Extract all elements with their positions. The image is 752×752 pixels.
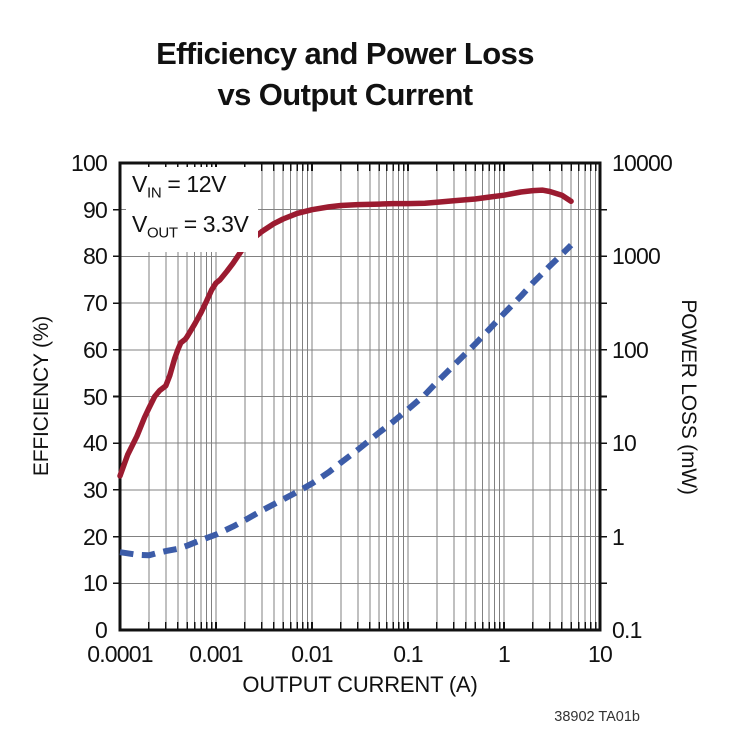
plot-frame xyxy=(118,161,602,632)
vout-condition: VOUT = 3.3V xyxy=(132,210,249,242)
y-right-axis-title: POWER LOSS (mW) xyxy=(677,299,700,495)
y-right-tick-label: 1000 xyxy=(612,243,661,270)
y-left-tick-label: 100 xyxy=(71,150,108,176)
y-left-tick-label: 80 xyxy=(83,243,108,270)
x-tick-label: 0.01 xyxy=(291,641,333,667)
x-tick-label: 0.001 xyxy=(189,641,243,667)
y-left-tick-label: 40 xyxy=(83,430,108,457)
chart-title-line2: vs Output Current xyxy=(217,77,473,112)
y-left-tick-label: 0 xyxy=(95,617,108,643)
power-loss-curve xyxy=(119,242,574,559)
y-left-tick-label: 70 xyxy=(83,290,108,317)
chart-title-line1: Efficiency and Power Loss xyxy=(156,36,534,71)
x-tick-label: 1 xyxy=(498,641,511,667)
y-right-tick-label: 10 xyxy=(612,430,637,457)
y-left-axis-title: EFFICIENCY (%) xyxy=(30,315,53,477)
vin-condition: VIN = 12V xyxy=(132,171,227,202)
conditions-annotation: VIN = 12V VOUT = 3.3V xyxy=(126,167,259,253)
y-left-tick-label: 20 xyxy=(83,523,108,550)
x-axis-title: OUTPUT CURRENT (A) xyxy=(242,672,478,697)
x-tick-label: 10 xyxy=(588,641,613,667)
y-left-tick-label: 30 xyxy=(83,476,108,503)
y-right-tick-label: 10000 xyxy=(612,150,673,176)
y-left-tick-label: 90 xyxy=(83,196,108,223)
y-left-tick-label: 60 xyxy=(83,336,108,363)
figure-ref-label: 38902 TA01b xyxy=(554,709,640,725)
chart-title: Efficiency and Power Loss vs Output Curr… xyxy=(0,33,690,115)
y-right-tick-label: 1 xyxy=(612,523,625,550)
y-left-tick-label: 50 xyxy=(83,383,108,410)
x-tick-label: 0.1 xyxy=(393,641,423,667)
x-tick-label: 0.0001 xyxy=(87,641,153,667)
y-left-tick-label: 10 xyxy=(83,570,108,597)
y-right-tick-label: 100 xyxy=(612,336,649,363)
y-right-tick-label: 0.1 xyxy=(612,617,642,643)
